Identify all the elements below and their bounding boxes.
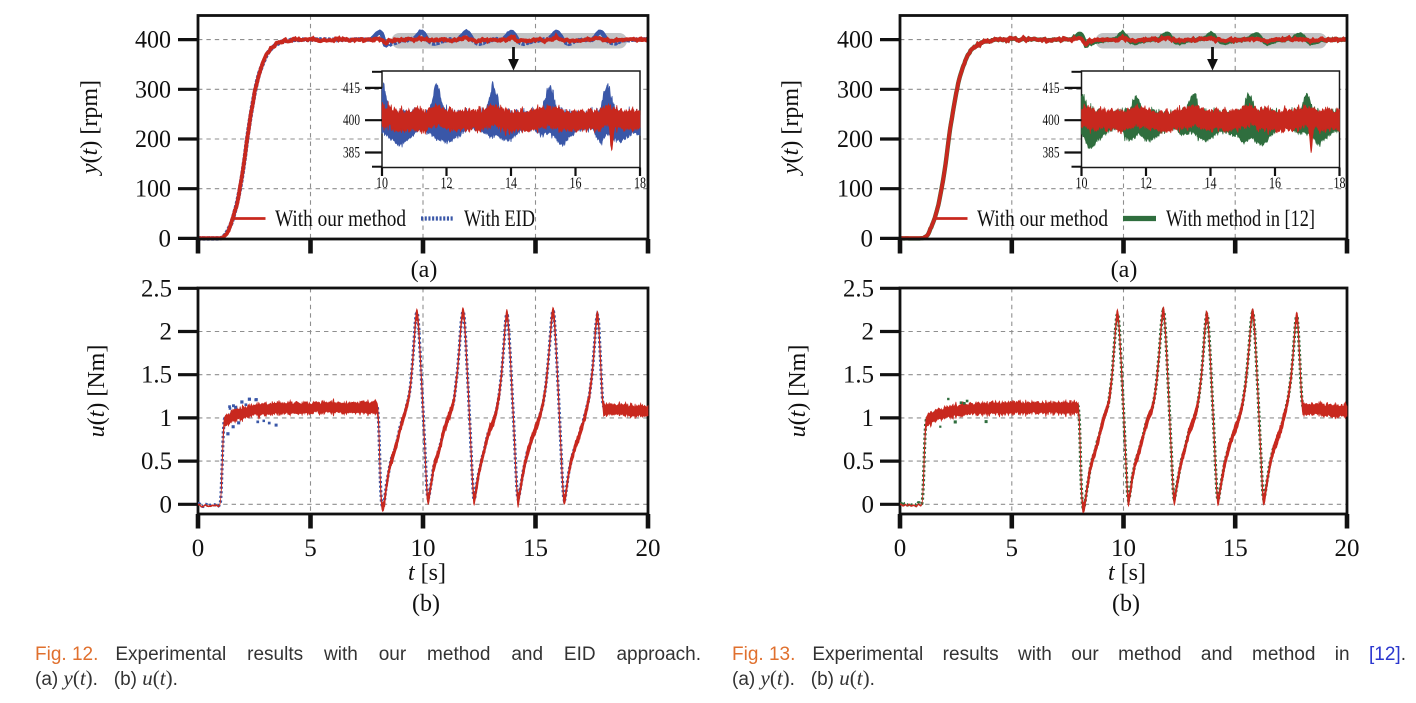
svg-text:y(t) [rpm]: y(t) [rpm] — [778, 80, 804, 176]
svg-text:10: 10 — [1111, 535, 1136, 562]
svg-text:10: 10 — [376, 175, 388, 192]
svg-text:2.5: 2.5 — [843, 275, 874, 302]
svg-text:16: 16 — [570, 175, 582, 192]
svg-text:0: 0 — [159, 225, 172, 252]
svg-text:1.5: 1.5 — [843, 362, 874, 389]
svg-text:400: 400 — [135, 27, 171, 54]
svg-text:20: 20 — [1335, 535, 1360, 562]
svg-text:0: 0 — [192, 535, 205, 562]
svg-text:1: 1 — [160, 405, 173, 432]
svg-text:200: 200 — [135, 126, 171, 153]
svg-text:10: 10 — [411, 535, 436, 562]
svg-text:y(t) [rpm]: y(t) [rpm] — [77, 80, 103, 176]
svg-text:400: 400 — [343, 112, 360, 129]
svg-text:2: 2 — [160, 319, 173, 346]
svg-text:With our method: With our method — [977, 206, 1108, 231]
svg-text:100: 100 — [837, 176, 873, 203]
svg-text:1: 1 — [862, 405, 875, 432]
svg-text:0: 0 — [894, 535, 907, 562]
svg-text:0: 0 — [861, 225, 874, 252]
svg-text:(b): (b) — [412, 591, 440, 617]
svg-text:With our method: With our method — [275, 206, 406, 231]
svg-text:385: 385 — [1043, 145, 1060, 162]
svg-text:14: 14 — [505, 175, 517, 192]
svg-text:385: 385 — [343, 145, 360, 162]
svg-text:(b): (b) — [1112, 591, 1140, 617]
svg-text:0: 0 — [862, 491, 875, 518]
svg-text:300: 300 — [135, 76, 171, 103]
svg-text:400: 400 — [837, 27, 873, 54]
svg-text:16: 16 — [1269, 175, 1281, 192]
svg-text:12: 12 — [441, 175, 453, 192]
svg-text:0.5: 0.5 — [141, 448, 172, 475]
svg-text:With method in [12]: With method in [12] — [1166, 206, 1315, 231]
svg-text:5: 5 — [1006, 535, 1019, 562]
svg-text:300: 300 — [837, 76, 873, 103]
svg-text:15: 15 — [1223, 535, 1248, 562]
svg-text:400: 400 — [1043, 112, 1060, 129]
svg-text:(a): (a) — [1111, 257, 1138, 283]
svg-text:u(t) [Nm]: u(t) [Nm] — [84, 345, 110, 438]
svg-text:With EID: With EID — [464, 206, 535, 231]
svg-text:u(t) [Nm]: u(t) [Nm] — [785, 345, 811, 438]
svg-text:415: 415 — [1043, 80, 1060, 97]
svg-text:100: 100 — [135, 176, 171, 203]
svg-text:(a): (a) — [411, 257, 438, 283]
svg-text:t [s]: t [s] — [1108, 560, 1146, 586]
svg-text:10: 10 — [1076, 175, 1088, 192]
svg-text:415: 415 — [343, 80, 360, 97]
svg-text:2: 2 — [862, 319, 875, 346]
svg-text:12: 12 — [1140, 175, 1152, 192]
svg-text:20: 20 — [636, 535, 661, 562]
svg-text:5: 5 — [304, 535, 317, 562]
svg-text:2.5: 2.5 — [141, 275, 172, 302]
svg-text:1.5: 1.5 — [141, 362, 172, 389]
svg-text:15: 15 — [523, 535, 548, 562]
svg-text:0: 0 — [160, 491, 173, 518]
svg-text:0.5: 0.5 — [843, 448, 874, 475]
svg-text:200: 200 — [837, 126, 873, 153]
svg-text:18: 18 — [634, 175, 646, 192]
svg-text:t [s]: t [s] — [408, 560, 446, 586]
svg-text:18: 18 — [1334, 175, 1346, 192]
svg-text:14: 14 — [1205, 175, 1217, 192]
